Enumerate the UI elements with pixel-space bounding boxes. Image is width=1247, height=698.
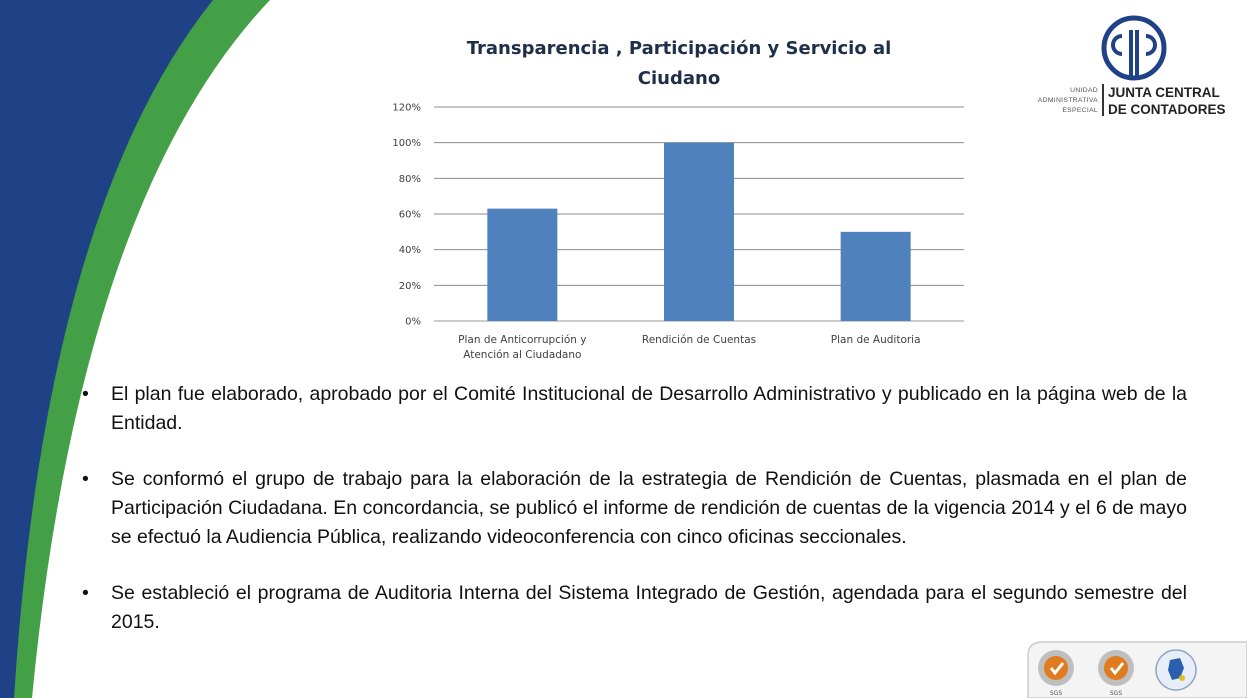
cjc-monogram-icon [1101,15,1167,81]
chart-title-line-1: Transparencia , Participación y Servicio… [467,38,892,59]
bullet-dot-icon: • [82,582,89,604]
x-category-label: Plan de Anticorrupción y [458,334,586,346]
chart-title-line-2: Ciudano [638,68,720,89]
bullet-list: • El plan fue elaborado, aprobado por el … [82,380,1187,664]
y-tick-label: 40% [399,245,421,256]
sgs-certification-icon: SGS [1098,650,1134,697]
certification-seals: SGS SGS [1027,641,1247,698]
bullet-text: Se conformó el grupo de trabajo para la … [111,468,1187,548]
bullet-text: Se estableció el programa de Auditoria I… [111,582,1187,633]
y-tick-label: 0% [405,317,421,328]
organization-logo: UNIDAD ADMINISTRATIVA ESPECIAL JUNTA CEN… [1030,14,1235,124]
navy-swoosh [0,0,213,698]
bar [487,208,558,321]
bullet-item: • Se estableció el programa de Auditoria … [82,579,1187,637]
svg-text:SGS: SGS [1050,690,1062,697]
y-tick-label: 20% [399,281,421,292]
logo-name: JUNTA CENTRAL DE CONTADORES [1108,85,1226,117]
bar [664,142,734,321]
x-category-label: Atención al Ciudadano [463,349,581,361]
y-tick-label: 60% [399,210,421,221]
x-category-label: Plan de Auditoria [831,334,921,346]
bullet-dot-icon: • [82,468,89,490]
bullet-text: El plan fue elaborado, aprobado por el C… [111,383,1187,434]
bullet-item: • Se conformó el grupo de trabajo para la… [82,465,1187,552]
logo-unit-text: UNIDAD ADMINISTRATIVA ESPECIAL [1037,87,1098,114]
y-tick-label: 100% [392,138,421,149]
colombia-seal-icon [1155,649,1197,691]
x-category-label: Rendición de Cuentas [642,334,756,346]
bars [487,142,911,321]
y-tick-label: 80% [399,174,421,185]
sgs-certification-icon: SGS [1038,650,1074,697]
logo-divider [1102,84,1104,116]
svg-text:SGS: SGS [1110,690,1122,697]
y-axis-ticks: 0% 20% 40% 60% 80% 100% 120% [392,103,421,328]
bullet-item: • El plan fue elaborado, aprobado por el … [82,380,1187,438]
bar-chart: Transparencia , Participación y Servicio… [392,38,964,361]
y-tick-label: 120% [392,103,421,114]
x-axis-labels: Plan de Anticorrupción y Atención al Ciud… [458,334,920,361]
bar [840,231,911,321]
bullet-dot-icon: • [82,383,89,405]
